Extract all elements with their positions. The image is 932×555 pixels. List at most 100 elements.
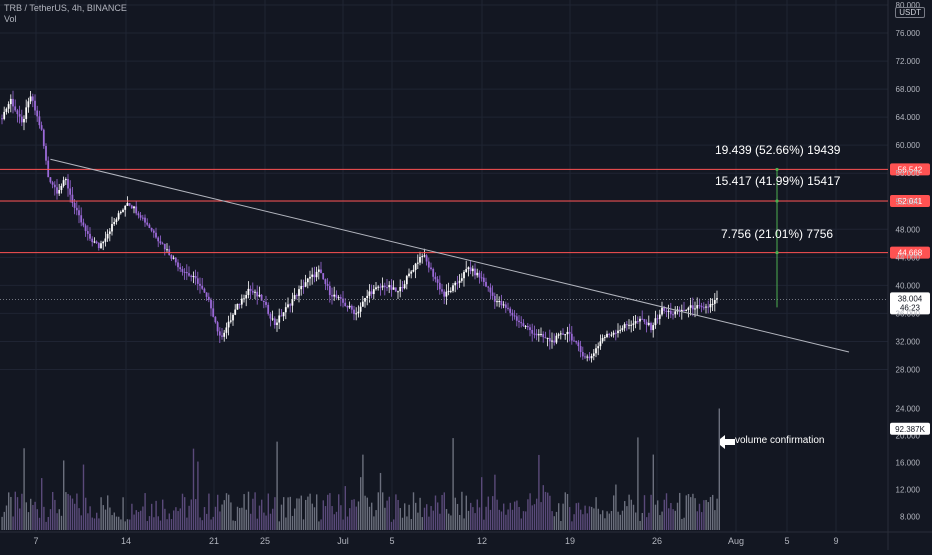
volume-bar: [122, 497, 124, 530]
volume-axis-tick: 12.000: [896, 486, 921, 495]
candle-body: [199, 283, 201, 286]
volume-bar: [663, 499, 665, 530]
time-axis-tick: 14: [121, 536, 131, 546]
volume-bar: [571, 521, 573, 530]
candle-body: [364, 298, 366, 302]
volume-bar: [538, 454, 540, 530]
volume-bar: [250, 513, 252, 530]
candle-body: [454, 282, 457, 286]
candle-body: [592, 353, 595, 357]
candle-body: [643, 319, 646, 322]
candle-body: [223, 332, 226, 337]
volume-bar: [685, 495, 687, 530]
candle-body: [344, 302, 347, 307]
volume-bar: [170, 519, 173, 530]
volume-bar: [98, 518, 100, 530]
volume-bar: [327, 494, 329, 530]
candle-body: [174, 257, 177, 263]
candle-body: [700, 305, 703, 308]
candle-body: [216, 322, 219, 332]
volume-bar: [393, 519, 395, 530]
candle-body: [548, 337, 551, 342]
volume-bar: [463, 518, 465, 530]
measure-label-2: 15.417 (41.99%) 15417: [715, 174, 841, 188]
candle-body: [590, 356, 593, 359]
volume-bar: [712, 494, 714, 530]
volume-bar: [30, 498, 32, 530]
volume-bar: [76, 493, 78, 530]
volume-bar: [34, 501, 36, 530]
candle-body: [672, 314, 674, 316]
volume-bar: [371, 502, 373, 530]
candle-body: [80, 215, 83, 223]
candle-body: [632, 323, 635, 325]
volume-bar: [459, 514, 461, 530]
volume-bar: [269, 513, 272, 530]
volume-bar: [573, 514, 575, 530]
current-volume-label: 92.387K: [895, 425, 925, 434]
candle-body: [513, 315, 516, 317]
trendline[interactable]: [50, 158, 850, 353]
volume-bar: [368, 506, 371, 530]
volume-bar: [582, 514, 584, 530]
volume-bar: [144, 493, 146, 530]
volume-bar: [254, 492, 256, 530]
volume-bar: [384, 507, 386, 530]
candle-body: [108, 231, 111, 234]
volume-bar: [3, 511, 5, 530]
candle-body: [493, 295, 496, 302]
candle-body: [383, 285, 386, 288]
volume-bar: [104, 509, 107, 530]
volume-bar: [518, 506, 520, 530]
candle-body: [498, 301, 501, 303]
volume-bar: [399, 508, 401, 530]
currency-badge[interactable]: USDT: [895, 7, 925, 18]
volume-bar: [465, 495, 467, 530]
volume-bar: [619, 514, 621, 530]
candle-body: [698, 305, 701, 307]
volume-bar: [452, 438, 454, 530]
volume-bar: [569, 507, 571, 530]
candle-body: [326, 284, 329, 286]
candle-body: [111, 224, 113, 232]
volume-bar: [450, 515, 452, 530]
volume-bar: [162, 499, 164, 530]
candle-body: [645, 321, 648, 325]
price-axis-tick: 36.000: [896, 309, 921, 318]
volume-bar: [672, 509, 674, 530]
candle-body: [60, 185, 63, 191]
volume-indicator-label[interactable]: Vol: [4, 14, 17, 24]
candle-body: [49, 177, 52, 183]
candle-body: [304, 282, 307, 287]
candle-body: [685, 309, 688, 311]
candle-body: [566, 331, 569, 335]
volume-bar: [668, 508, 670, 530]
volume-bar: [80, 515, 82, 530]
volume-bar: [85, 497, 87, 530]
candle-body: [289, 304, 292, 306]
volume-bar: [232, 520, 234, 530]
candle-body: [227, 321, 230, 328]
current-volume-tag: [890, 422, 930, 435]
volume-bar: [690, 497, 692, 530]
candle-body: [399, 287, 402, 292]
volume-bar: [415, 502, 417, 530]
volume-bar: [395, 494, 397, 530]
current-price-tag: [890, 292, 930, 315]
volume-bar: [58, 509, 60, 530]
candle-body: [489, 287, 492, 293]
candle-body: [104, 238, 107, 242]
candle-body: [533, 333, 536, 335]
candle-body: [291, 299, 294, 306]
volume-bar: [388, 496, 390, 530]
candle-body: [639, 318, 641, 322]
volume-bar: [309, 493, 311, 530]
candle-body: [207, 296, 210, 300]
candle-body: [535, 333, 538, 336]
volume-bar: [344, 486, 346, 530]
candle-body: [73, 202, 76, 208]
volume-bar: [408, 504, 410, 530]
symbol-title[interactable]: TRB / TetherUS, 4h, BINANCE: [4, 3, 127, 13]
